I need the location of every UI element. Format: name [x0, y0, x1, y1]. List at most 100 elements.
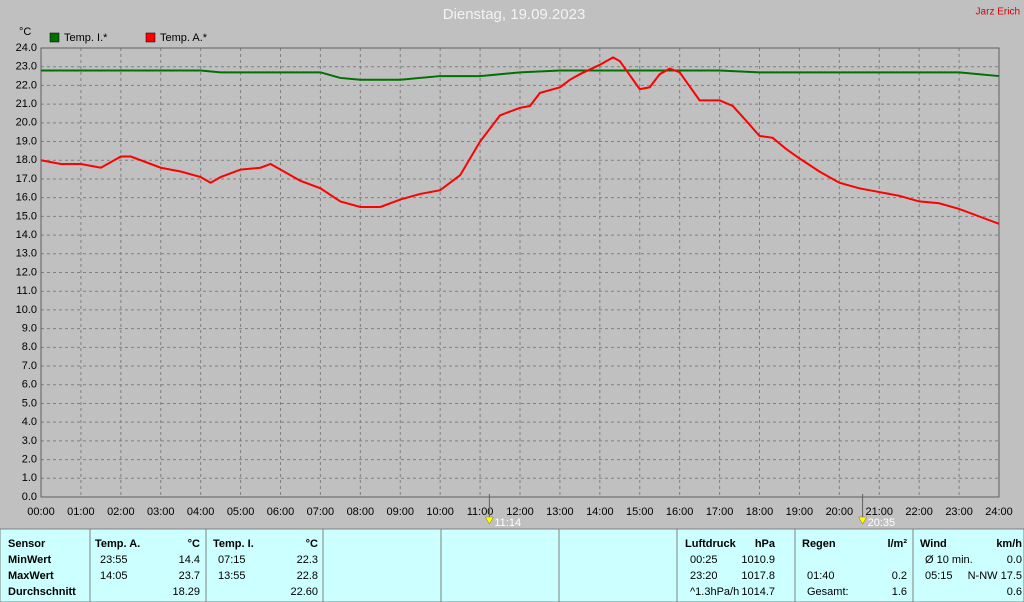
stat-value: N-NW 17.5 [968, 570, 1022, 582]
line-series [41, 69, 1000, 81]
x-tick-label: 04:00 [187, 506, 215, 518]
group-title: Temp. A. [95, 538, 140, 550]
group-unit: hPa [755, 538, 776, 550]
y-tick-label: 23.0 [16, 61, 37, 73]
y-tick-label: 21.0 [16, 98, 37, 110]
y-tick-label: 19.0 [16, 135, 37, 147]
x-tick-label: 03:00 [147, 506, 175, 518]
x-tick-label: 00:00 [27, 506, 55, 518]
stat-time: ^1.3hPa/h [690, 586, 739, 598]
stat-time: 00:25 [690, 554, 718, 566]
x-tick-label: 02:00 [107, 506, 135, 518]
y-tick-label: 0.0 [22, 491, 37, 503]
stat-value: 18.29 [172, 586, 200, 598]
stats-panel [0, 528, 1024, 602]
x-tick-label: 11:00 [467, 506, 494, 518]
plot-frame [40, 47, 1000, 498]
row-label: Sensor [8, 538, 46, 550]
legend-swatch [49, 32, 60, 43]
y-tick-label: 6.0 [22, 379, 37, 391]
x-tick-label: 16:00 [666, 506, 694, 518]
y-tick-label: 10.0 [16, 304, 37, 316]
x-tick-label: 20:00 [826, 506, 854, 518]
x-tick-label: 10:00 [426, 506, 454, 518]
stat-time: 23:55 [100, 554, 128, 566]
x-tick-label: 06:00 [267, 506, 295, 518]
x-tick-label: 15:00 [626, 506, 654, 518]
y-tick-label: 22.0 [16, 79, 37, 91]
x-tick-label: 22:00 [905, 506, 933, 518]
annotation-icon [484, 516, 494, 525]
row-label: MinWert [8, 554, 52, 566]
legend-swatch [145, 32, 156, 43]
group-unit: °C [188, 538, 200, 550]
stat-value: 22.3 [297, 554, 318, 566]
y-tick-label: 3.0 [22, 435, 37, 447]
y-tick-label: 13.0 [16, 248, 37, 260]
x-tick-label: 09:00 [386, 506, 414, 518]
author: Jarz Erich [976, 7, 1020, 18]
x-tick-label: 24:00 [985, 506, 1013, 518]
x-tick-label: 23:00 [945, 506, 973, 518]
y-tick-label: 11.0 [16, 285, 37, 297]
y-tick-label: 15.0 [16, 210, 37, 222]
y-tick-label: 16.0 [16, 192, 37, 204]
stat-value: 22.60 [290, 586, 318, 598]
line-series [40, 56, 1000, 225]
x-tick-label: 08:00 [347, 506, 375, 518]
stat-value: 1010.9 [741, 554, 775, 566]
stat-time: 13:55 [218, 570, 246, 582]
x-tick-label: 13:00 [546, 506, 574, 518]
x-tick-label: 07:00 [307, 506, 335, 518]
group-unit: l/m² [887, 538, 907, 550]
stat-value: 1014.7 [741, 586, 775, 598]
stat-time: 01:40 [807, 570, 835, 582]
x-tick-label: 18:00 [746, 506, 774, 518]
legend-label: Temp. A.* [160, 32, 208, 44]
group-title: Temp. I. [213, 538, 254, 550]
y-tick-label: 9.0 [22, 323, 37, 335]
stat-value: 0.2 [892, 570, 907, 582]
stat-value: 1.6 [892, 586, 907, 598]
x-tick-label: 19:00 [786, 506, 814, 518]
stat-value: 23.7 [179, 570, 200, 582]
group-title: Wind [920, 538, 947, 550]
stat-value: 0.6 [1007, 586, 1022, 598]
y-tick-label: 24.0 [16, 42, 37, 54]
legend-label: Temp. I.* [64, 32, 108, 44]
y-tick-label: 2.0 [22, 453, 37, 465]
y-tick-label: 1.0 [22, 472, 37, 484]
group-title: Luftdruck [685, 538, 737, 550]
annotation-label: 11:14 [494, 517, 521, 529]
row-label: Durchschnitt [8, 586, 76, 598]
stat-value: 0.0 [1007, 554, 1022, 566]
x-tick-label: 21:00 [865, 506, 893, 518]
stat-time: Gesamt: [807, 586, 849, 598]
y-tick-label: 8.0 [22, 341, 37, 353]
y-tick-label: 20.0 [16, 117, 37, 129]
stat-time: 23:20 [690, 570, 718, 582]
group-title: Regen [802, 538, 836, 550]
y-tick-label: 7.0 [22, 360, 37, 372]
stat-time: 07:15 [218, 554, 246, 566]
group-unit: °C [306, 538, 318, 550]
x-tick-label: 17:00 [706, 506, 734, 518]
row-label: MaxWert [8, 570, 54, 582]
x-tick-label: 14:00 [586, 506, 614, 518]
stat-time: 05:15 [925, 570, 953, 582]
stat-value: 1017.8 [741, 570, 775, 582]
stat-time: Ø 10 min. [925, 554, 973, 566]
stat-value: 14.4 [179, 554, 200, 566]
annotation-icon [858, 516, 868, 525]
y-tick-label: 12.0 [16, 266, 37, 278]
x-tick-label: 01:00 [67, 506, 95, 518]
y-tick-label: 5.0 [22, 397, 37, 409]
chart-title: Dienstag, 19.09.2023 [443, 6, 586, 23]
annotation-label: 20:35 [868, 517, 896, 529]
y-tick-label: 17.0 [16, 173, 37, 185]
x-tick-label: 12:00 [506, 506, 534, 518]
y-tick-label: 4.0 [22, 416, 37, 428]
stat-value: 22.8 [297, 570, 318, 582]
